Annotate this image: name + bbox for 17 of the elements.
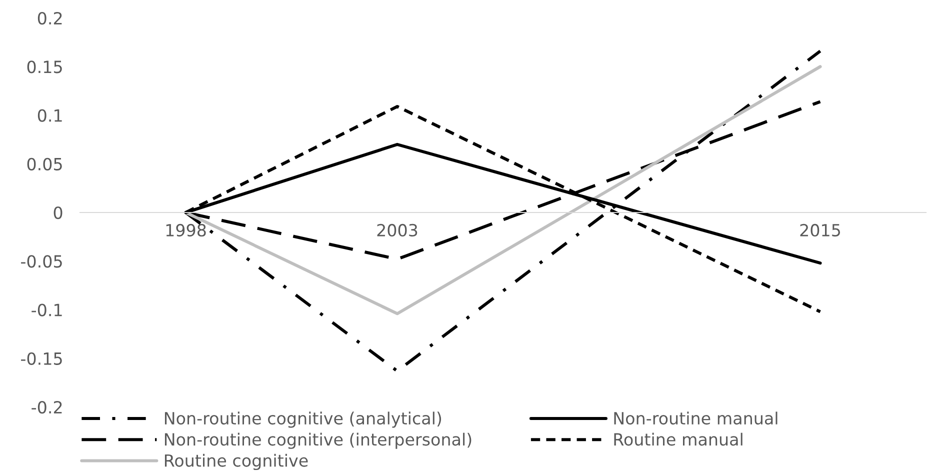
y-tick-label: -0.2 — [32, 400, 62, 414]
x-tick-label: 2015 — [800, 224, 840, 237]
legend-label: Non-routine cognitive (analytical) — [164, 412, 442, 428]
y-tick-label: 0.05 — [27, 158, 62, 170]
legend-label: Non-routine cognitive (interpersonal) — [164, 432, 472, 449]
y-tick-label: 0.15 — [27, 60, 62, 74]
legend-label: Routine cognitive — [164, 454, 308, 470]
legend-label: Routine manual — [614, 432, 742, 446]
x-tick-label: 2003 — [377, 224, 418, 237]
y-tick-label: 0 — [54, 206, 62, 220]
legend-label: Non-routine manual — [614, 412, 778, 425]
y-tick-label: 0.2 — [38, 12, 62, 25]
y-tick-label: -0.1 — [32, 304, 62, 316]
y-tick-label: 0.1 — [38, 109, 62, 122]
x-tick-label: 1998 — [166, 224, 206, 237]
y-tick-label: -0.15 — [21, 352, 62, 365]
y-tick-label: -0.05 — [21, 255, 62, 268]
